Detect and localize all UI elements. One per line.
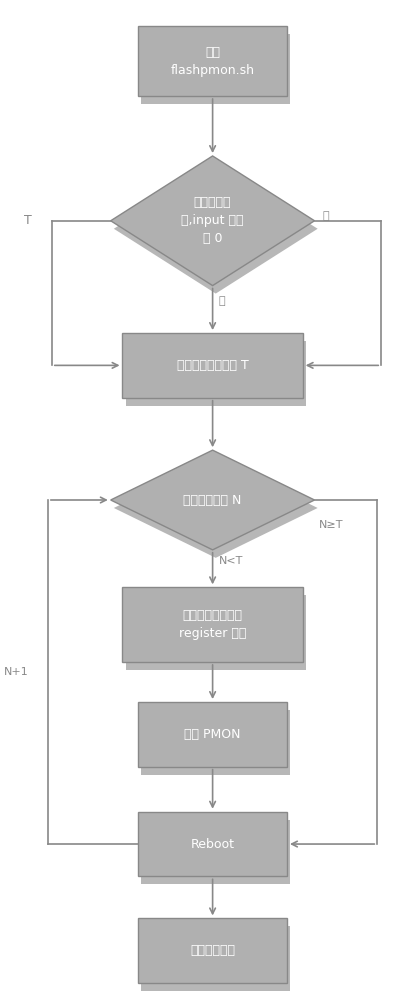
FancyBboxPatch shape: [141, 926, 290, 991]
FancyBboxPatch shape: [141, 710, 290, 775]
Text: N+1: N+1: [4, 667, 28, 677]
FancyBboxPatch shape: [138, 702, 286, 767]
Text: 程序运行结束: 程序运行结束: [190, 944, 234, 957]
Text: Reboot: Reboot: [190, 838, 234, 851]
Polygon shape: [110, 450, 314, 550]
FancyBboxPatch shape: [138, 812, 286, 876]
Text: 检测输入提: 检测输入提: [193, 196, 231, 209]
Polygon shape: [114, 164, 317, 294]
Text: T: T: [25, 214, 32, 227]
Text: N<T: N<T: [218, 556, 242, 566]
FancyBboxPatch shape: [122, 333, 302, 398]
Text: 否: 否: [321, 211, 328, 221]
Polygon shape: [110, 156, 314, 286]
Text: 记录次数、时间到: 记录次数、时间到: [182, 609, 242, 622]
Text: 示,input 初始: 示,input 初始: [181, 214, 243, 227]
Text: 刷新 PMON: 刷新 PMON: [184, 728, 240, 741]
Text: 输入预定刷新次数 T: 输入预定刷新次数 T: [176, 359, 248, 372]
FancyBboxPatch shape: [138, 26, 286, 96]
Polygon shape: [114, 458, 317, 558]
FancyBboxPatch shape: [141, 34, 290, 104]
FancyBboxPatch shape: [122, 587, 302, 662]
FancyBboxPatch shape: [125, 595, 305, 670]
Text: 检测运行次数 N: 检测运行次数 N: [183, 494, 241, 507]
Text: flashpmon.sh: flashpmon.sh: [170, 64, 254, 77]
FancyBboxPatch shape: [138, 918, 286, 983]
Text: register 文件: register 文件: [178, 627, 246, 640]
Text: 为 0: 为 0: [202, 232, 222, 245]
FancyBboxPatch shape: [125, 341, 305, 406]
Text: 启动: 启动: [204, 46, 220, 59]
Text: N≥T: N≥T: [318, 520, 342, 530]
FancyBboxPatch shape: [141, 820, 290, 884]
Text: 是: 是: [218, 296, 225, 306]
